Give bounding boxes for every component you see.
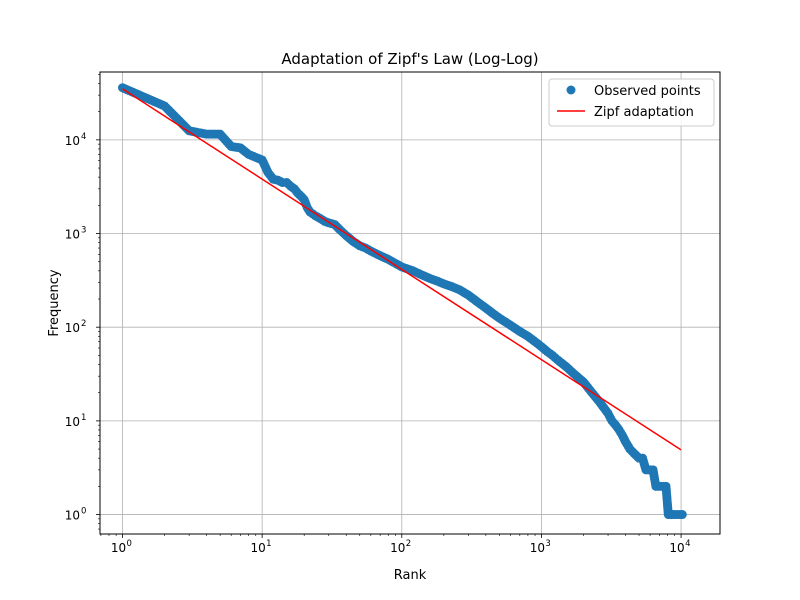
y-tick-exponent: 4 bbox=[81, 132, 86, 142]
y-tick-exponent: 1 bbox=[81, 413, 86, 423]
legend-label-observed: Observed points bbox=[594, 84, 701, 99]
chart-title: Adaptation of Zipf's Law (Log-Log) bbox=[281, 50, 538, 68]
x-tick-base: 10 bbox=[390, 541, 405, 555]
x-tick-label: 10 0 bbox=[111, 539, 132, 555]
x-tick-exponent: 3 bbox=[545, 539, 550, 549]
axis-ticks: 10 0 10 1 10 2 10 3 10 410 010 110 210 310 4 bbox=[65, 74, 690, 555]
legend-box bbox=[548, 78, 715, 127]
x-tick-label: 10 3 bbox=[530, 539, 551, 555]
x-tick-label: 10 2 bbox=[390, 539, 411, 555]
y-tick-base: 10 bbox=[65, 509, 80, 523]
legend-label-fit: Zipf adaptation bbox=[594, 105, 694, 120]
y-tick-base: 10 bbox=[65, 415, 80, 429]
y-tick-label: 10 1 bbox=[65, 413, 87, 429]
x-tick-exponent: 4 bbox=[685, 539, 690, 549]
y-axis-label: Frequency bbox=[47, 269, 62, 336]
y-tick-label: 10 0 bbox=[65, 507, 87, 523]
y-tick-exponent: 2 bbox=[81, 319, 86, 329]
fit-line-layer bbox=[122, 88, 682, 451]
x-tick-base: 10 bbox=[669, 541, 684, 555]
y-tick-label: 10 2 bbox=[65, 319, 87, 335]
y-tick-exponent: 0 bbox=[81, 507, 86, 517]
zipf-fit-line bbox=[122, 88, 682, 451]
y-tick-label: 10 4 bbox=[65, 132, 87, 148]
x-tick-exponent: 2 bbox=[406, 539, 411, 549]
x-tick-exponent: 0 bbox=[127, 539, 132, 549]
y-tick-label: 10 3 bbox=[65, 226, 87, 242]
x-tick-base: 10 bbox=[111, 541, 126, 555]
x-tick-label: 10 1 bbox=[251, 539, 272, 555]
legend-marker-observed bbox=[566, 85, 576, 95]
y-tick-base: 10 bbox=[65, 228, 80, 242]
x-axis-label: Rank bbox=[394, 568, 427, 583]
x-tick-base: 10 bbox=[251, 541, 266, 555]
y-tick-base: 10 bbox=[65, 321, 80, 335]
plot-frame bbox=[99, 71, 721, 535]
y-tick-base: 10 bbox=[65, 134, 80, 148]
x-tick-base: 10 bbox=[530, 541, 545, 555]
y-tick-exponent: 3 bbox=[81, 226, 86, 236]
observed-point bbox=[677, 510, 687, 520]
x-tick-exponent: 1 bbox=[266, 539, 271, 549]
x-tick-label: 10 4 bbox=[669, 539, 690, 555]
observed-points-layer bbox=[118, 83, 687, 520]
legend: Observed points Zipf adaptation bbox=[548, 78, 715, 127]
